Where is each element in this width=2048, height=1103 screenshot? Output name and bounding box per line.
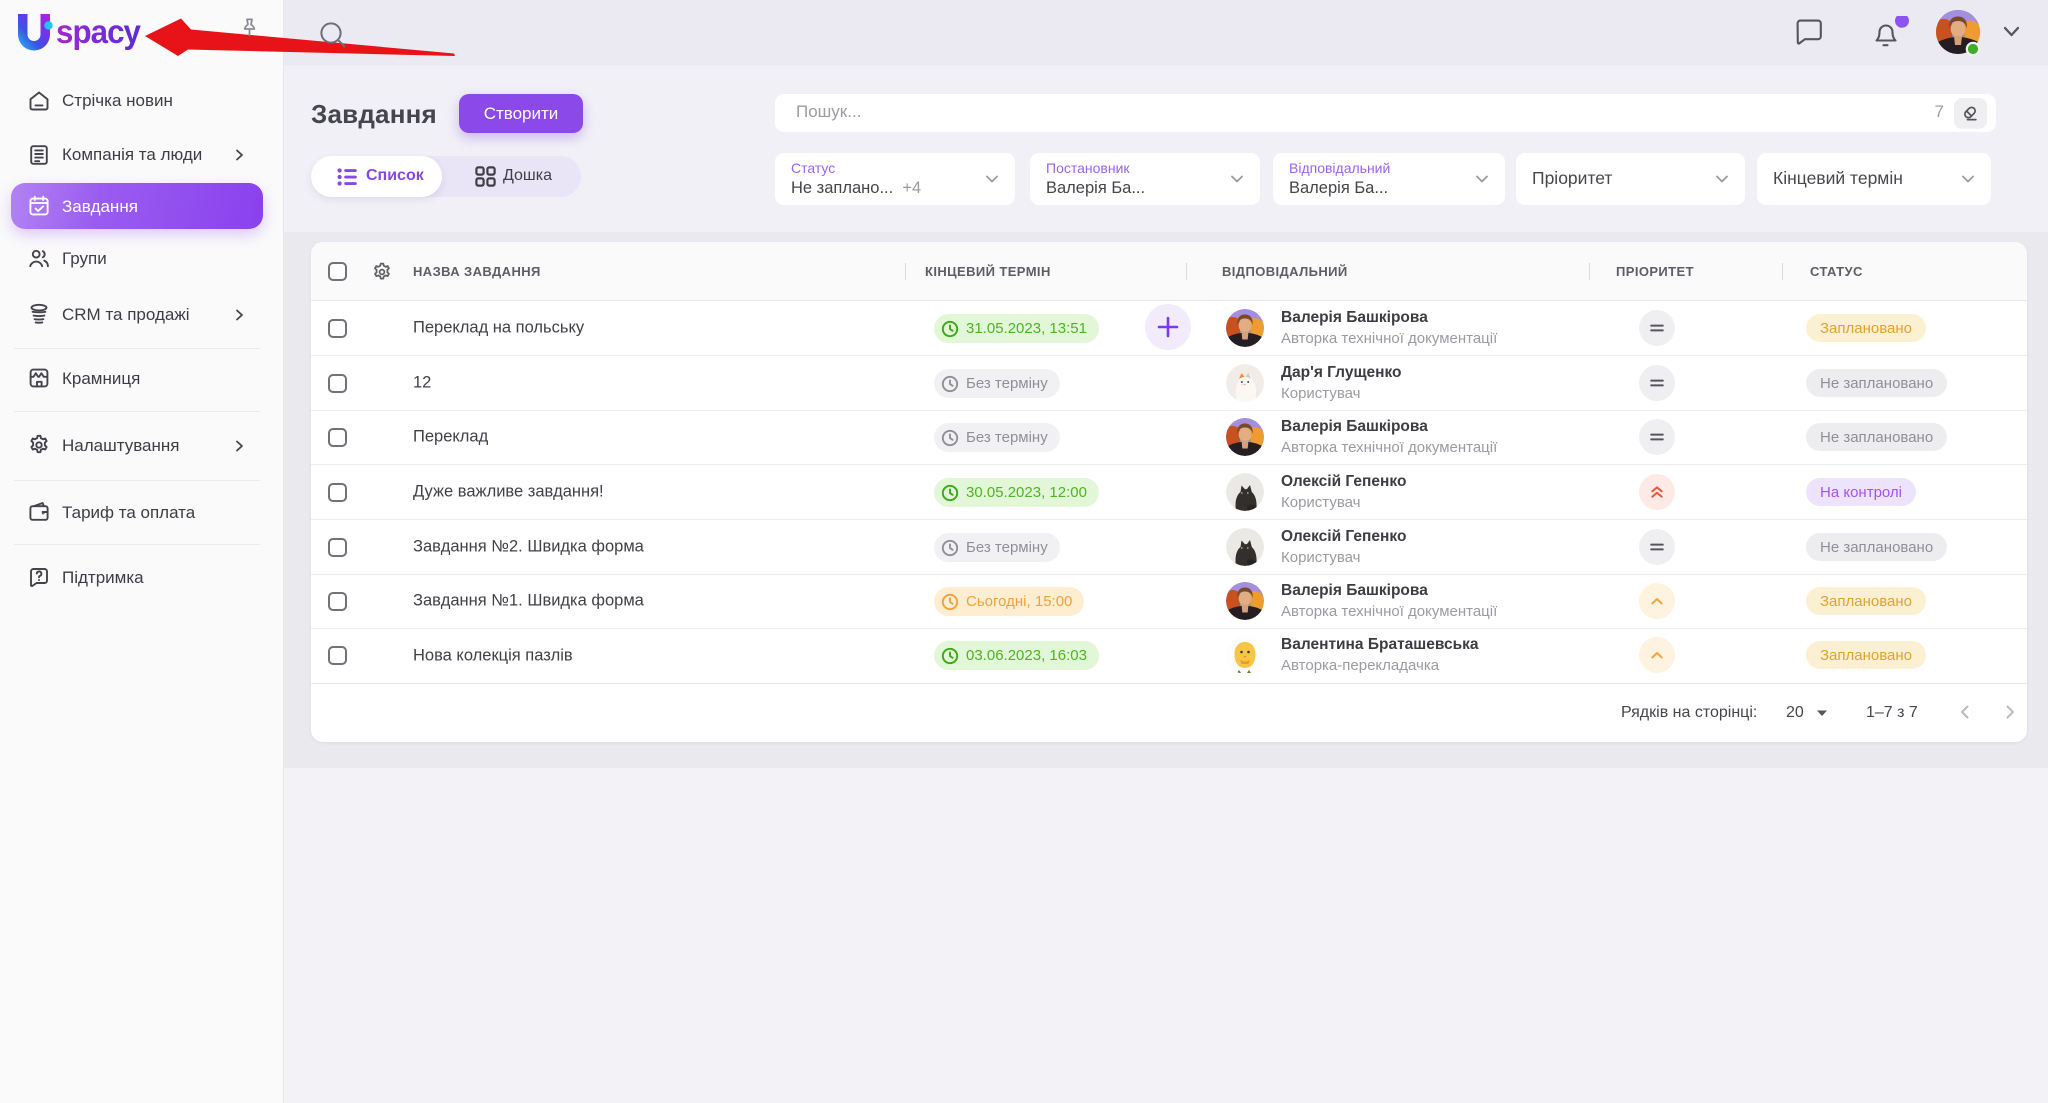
svg-text:spacy: spacy (56, 13, 142, 50)
